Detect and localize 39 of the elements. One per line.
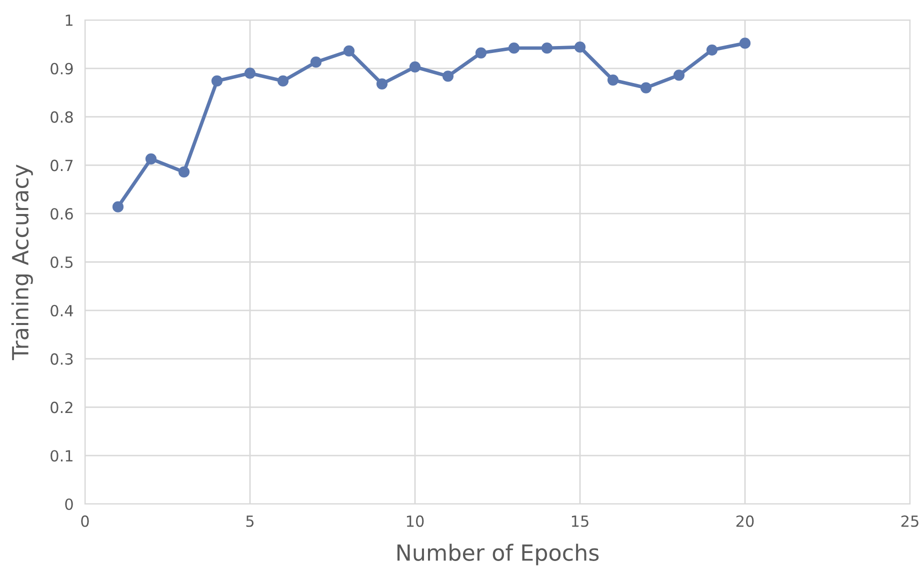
point — [244, 68, 256, 79]
y-tick-label: 0 — [65, 498, 73, 510]
x-tick-label: 15 — [572, 516, 588, 527]
point — [409, 61, 421, 73]
point — [541, 42, 553, 54]
y-tick-label: 0.1 — [50, 450, 72, 462]
point — [508, 42, 520, 54]
point — [442, 70, 454, 82]
x-tick-label: 10 — [406, 515, 424, 527]
x-tick-label: 5 — [246, 516, 254, 527]
point — [739, 38, 751, 49]
y-tick-label: 0.6 — [50, 208, 73, 220]
y-tick-label: 0.2 — [50, 402, 72, 414]
point — [673, 70, 685, 81]
y-tick-label: 0.5 — [50, 256, 73, 268]
x-tick-label: 0 — [81, 515, 89, 527]
y-tick-label: 1 — [66, 14, 72, 26]
y-tick-label: 0.9 — [50, 62, 73, 74]
point — [574, 42, 586, 53]
x-axis-title: Number of Epochs — [397, 544, 599, 566]
point — [310, 56, 322, 68]
y-axis-title: Training Accuracy — [11, 164, 33, 360]
y-tick-label: 0.7 — [50, 160, 73, 172]
x-tick-label: 25 — [901, 515, 918, 527]
point — [376, 78, 388, 90]
point — [112, 201, 124, 212]
x-tick-label: 20 — [736, 515, 754, 527]
y-tick-label: 0.8 — [50, 111, 73, 123]
point — [145, 153, 157, 164]
point — [475, 47, 487, 58]
point — [607, 74, 619, 86]
point — [211, 75, 223, 87]
point — [706, 44, 718, 56]
y-tick-label: 0.3 — [50, 353, 73, 365]
point — [277, 75, 289, 87]
point — [343, 45, 355, 57]
point — [178, 166, 190, 178]
y-tick-label: 0.4 — [50, 304, 74, 316]
point — [640, 82, 652, 94]
